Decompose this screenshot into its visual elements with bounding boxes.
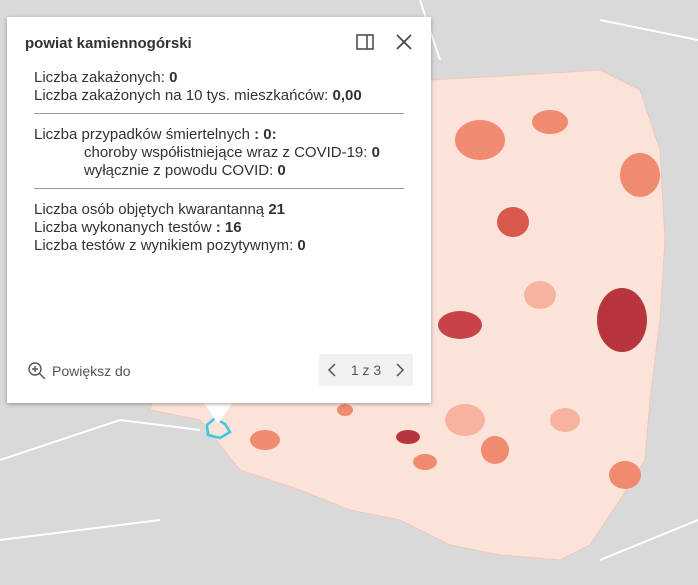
popup-section: Liczba zakażonych: 0 Liczba zakażonych na… — [34, 69, 404, 113]
field-label: Liczba zakażonych na 10 tys. mieszkańców… — [34, 87, 329, 104]
district — [524, 281, 556, 309]
page-indicator: 1 z 3 — [350, 362, 382, 378]
field-label: Liczba przypadków śmiertelnych — [34, 126, 250, 143]
field-row: Liczba zakażonych na 10 tys. mieszkańców… — [34, 87, 404, 105]
field-value: 0 — [297, 237, 306, 254]
pager: 1 z 3 — [319, 354, 413, 386]
district — [497, 207, 529, 237]
district — [337, 404, 353, 416]
field-row: Liczba zakażonych: 0 — [34, 69, 404, 87]
field-value: 0 — [169, 69, 178, 86]
zoom-button[interactable]: Powiększ do — [27, 361, 131, 381]
field-value: 21 — [268, 201, 286, 218]
district — [455, 120, 505, 160]
field-label: Liczba testów z wynikiem pozytywnym: — [34, 237, 294, 254]
district — [550, 408, 580, 432]
close-button[interactable] — [394, 32, 414, 52]
field-value: 0 — [371, 144, 380, 161]
field-row: Liczba osób objętych kwarantanną 21 — [34, 201, 404, 219]
district — [396, 430, 420, 444]
popup-section: Liczba przypadków śmiertelnych : 0: choro… — [34, 113, 404, 188]
district — [481, 436, 509, 464]
previous-button[interactable] — [327, 362, 337, 378]
field-value: 0 — [277, 162, 286, 179]
field-value: : 0: — [254, 126, 277, 143]
dock-button[interactable] — [355, 32, 375, 52]
popup: powiat kamiennogórski Liczba zakażonych:… — [7, 17, 431, 403]
field-label: Liczba zakażonych: — [34, 69, 165, 86]
district — [597, 288, 647, 352]
next-button[interactable] — [395, 362, 405, 378]
field-label: Liczba osób objętych kwarantanną — [34, 201, 265, 218]
field-row: wyłącznie z powodu COVID: 0 — [34, 162, 404, 180]
district — [413, 454, 437, 470]
zoom-label: Powiększ do — [52, 363, 131, 379]
field-label: Liczba wykonanych testów — [34, 219, 212, 236]
district — [532, 110, 568, 134]
district — [445, 404, 485, 436]
field-value: : 16 — [215, 219, 242, 236]
field-row: Liczba wykonanych testów : 16 — [34, 219, 404, 237]
field-row: choroby współistniejące wraz z COVID-19:… — [34, 144, 404, 162]
popup-title: powiat kamiennogórski — [25, 35, 192, 52]
district — [609, 461, 641, 489]
field-label: wyłącznie z powodu COVID: — [84, 162, 274, 179]
district — [250, 430, 280, 450]
districts — [250, 110, 660, 489]
field-row: Liczba testów z wynikiem pozytywnym: 0 — [34, 237, 404, 255]
popup-content: Liczba zakażonych: 0 Liczba zakażonych na… — [34, 69, 404, 263]
popup-section: Liczba osób objętych kwarantanną 21 Liczb… — [34, 188, 404, 263]
field-label: choroby współistniejące wraz z COVID-19: — [84, 144, 368, 161]
district — [620, 153, 660, 197]
field-value: 0,00 — [332, 87, 362, 104]
district — [438, 311, 482, 339]
zoom-icon — [28, 362, 46, 380]
popup-pointer — [203, 402, 233, 424]
field-row: Liczba przypadków śmiertelnych : 0: — [34, 126, 404, 144]
